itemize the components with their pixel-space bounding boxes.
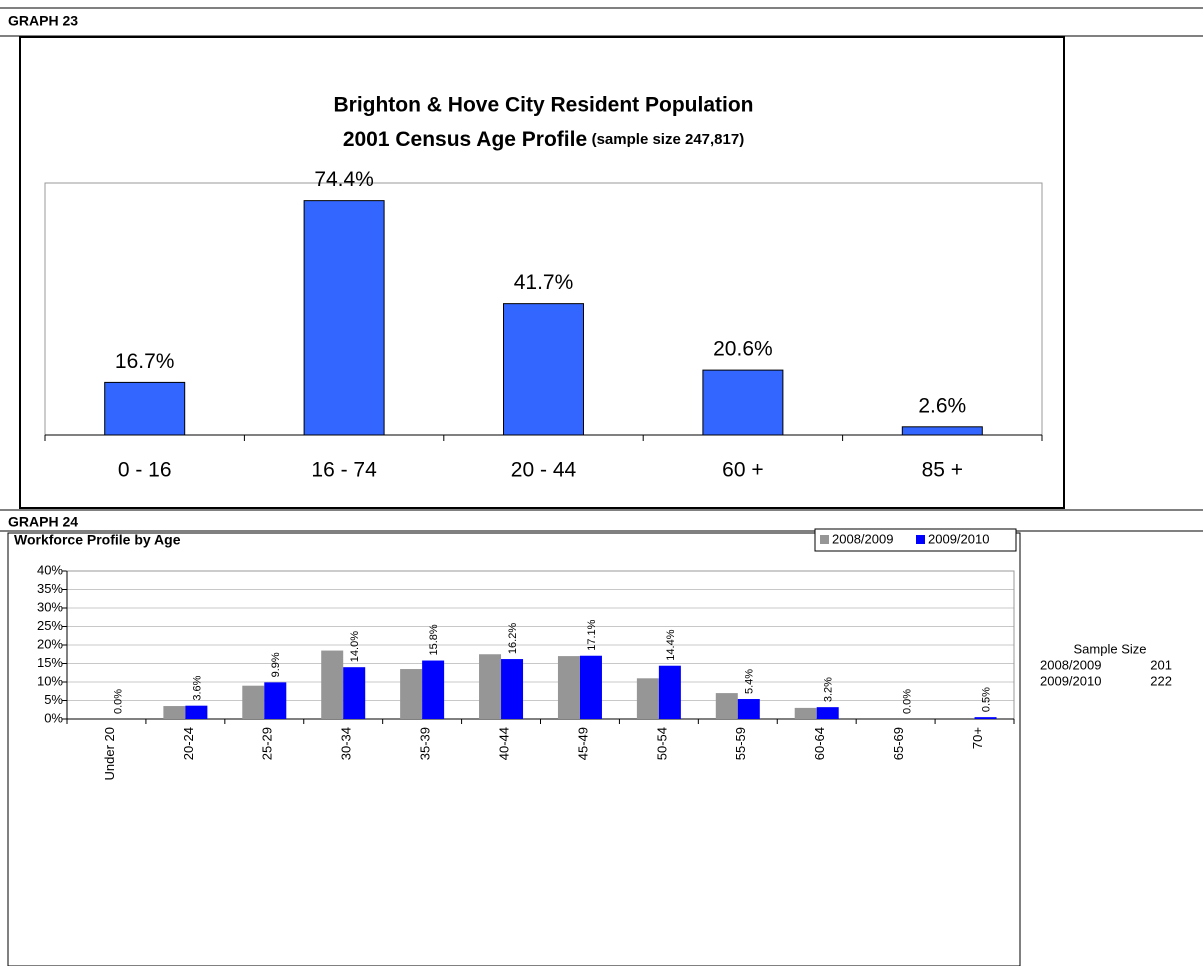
section-heading: GRAPH 23 [8,13,78,29]
bar [400,669,423,719]
data-label: 3.2% [823,677,835,702]
data-label: 0.5% [980,687,992,712]
bar [479,654,502,719]
bar [422,660,445,719]
data-label: 2.6% [918,394,966,417]
data-label: 14.0% [349,631,361,662]
legend-swatch [916,535,925,544]
sample-size-title: Sample Size [1074,641,1147,656]
bar [901,426,983,436]
bar [974,717,997,719]
bar [303,200,385,436]
legend-swatch [820,535,829,544]
y-tick-label: 20% [37,636,63,651]
x-tick-label: 85 + [922,459,963,482]
bar [264,682,287,719]
bar [816,707,839,719]
x-tick-label: 50-54 [654,727,669,760]
bar [557,656,580,719]
x-tick-label: 16 - 74 [311,459,377,482]
bar [503,303,584,436]
bar [343,667,366,719]
x-tick-label: 0 - 16 [118,459,172,482]
data-label: 14.4% [665,629,677,660]
legend [814,528,1017,552]
chart-title: 2001 Census Age Profile (sample size 247… [343,128,744,151]
bar [715,693,738,719]
data-label: 41.7% [514,271,574,294]
data-label: 16.2% [507,623,519,654]
section-heading: GRAPH 24 [8,514,78,530]
x-tick-label: 65-69 [891,727,906,760]
bar [185,705,208,719]
data-label: 3.6% [191,675,203,700]
bar [104,381,186,436]
x-tick-label: 45-49 [575,727,590,760]
x-tick-label: 35-39 [418,727,433,760]
x-tick-label: 70+ [970,727,985,749]
y-tick-label: 5% [44,692,63,707]
x-tick-label: 55-59 [733,727,748,760]
x-tick-label: 20-24 [181,727,196,760]
x-tick-label: Under 20 [102,727,117,780]
chart-title: Workforce Profile by Age [14,532,181,548]
sample-size-value: 222 [1150,673,1172,688]
y-tick-label: 35% [37,581,63,596]
data-label: 0.0% [112,689,124,714]
bar [794,707,817,719]
y-tick-label: 40% [37,562,63,577]
sample-size-label: 2009/2010 [1040,673,1101,688]
data-label: 0.0% [902,689,914,714]
chart-title-line: 2001 Census Age Profile [343,128,587,151]
y-tick-label: 30% [37,599,63,614]
x-tick-label: 60 + [722,459,763,482]
chart-frame [7,532,1021,966]
y-tick-label: 0% [44,710,63,725]
bar [658,665,681,719]
sample-size-value: 201 [1150,657,1172,672]
bar [702,369,784,436]
x-tick-label: 30-34 [339,727,354,760]
x-tick-label: 20 - 44 [511,459,577,482]
data-label: 5.4% [744,669,756,694]
y-tick-label: 10% [37,673,63,688]
bar [163,706,186,719]
bar [636,678,659,719]
bar [242,685,265,719]
chart-title: Brighton & Hove City Resident Population [333,94,753,117]
bar [321,650,344,719]
y-tick-label: 15% [37,655,63,670]
bar [501,659,524,719]
data-label: 9.9% [270,652,282,677]
chart-frame [19,36,1065,509]
sample-size-label: 2008/2009 [1040,657,1101,672]
x-tick-label: 40-44 [496,727,511,760]
x-tick-label: 60-64 [812,727,827,760]
legend-label: 2008/2009 [832,531,893,546]
x-tick-label: 25-29 [260,727,275,760]
bar [737,699,760,719]
data-label: 16.7% [115,350,175,373]
bar [579,655,602,719]
data-label: 17.1% [586,619,598,650]
chart-subtitle: (sample size 247,817) [592,131,745,148]
y-tick-label: 25% [37,618,63,633]
data-label: 15.8% [428,624,440,655]
data-label: 74.4% [314,168,374,191]
legend-label: 2009/2010 [928,531,989,546]
data-label: 20.6% [713,338,773,361]
